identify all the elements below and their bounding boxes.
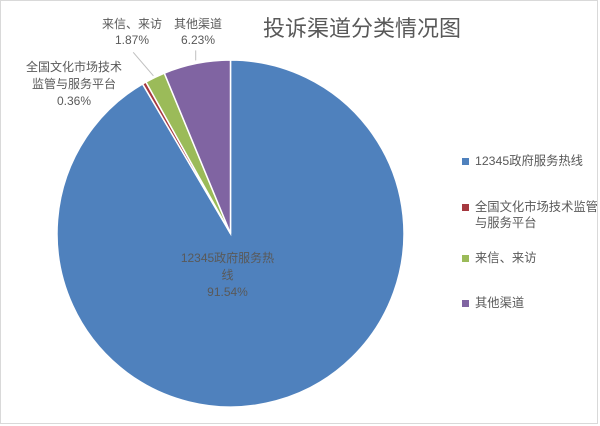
svg-text:线: 线	[221, 268, 233, 282]
svg-text:监管与服务平台: 监管与服务平台	[32, 76, 116, 91]
svg-text:12345政府服务热: 12345政府服务热	[181, 250, 274, 265]
svg-text:1.87%: 1.87%	[115, 33, 149, 47]
svg-text:来信、来访: 来信、来访	[102, 17, 162, 31]
svg-text:91.54%: 91.54%	[207, 285, 248, 299]
svg-text:其他渠道: 其他渠道	[174, 17, 222, 31]
svg-text:全国文化市场技术: 全国文化市场技术	[26, 59, 122, 74]
svg-text:6.23%: 6.23%	[181, 33, 215, 47]
svg-text:0.36%: 0.36%	[57, 94, 91, 108]
